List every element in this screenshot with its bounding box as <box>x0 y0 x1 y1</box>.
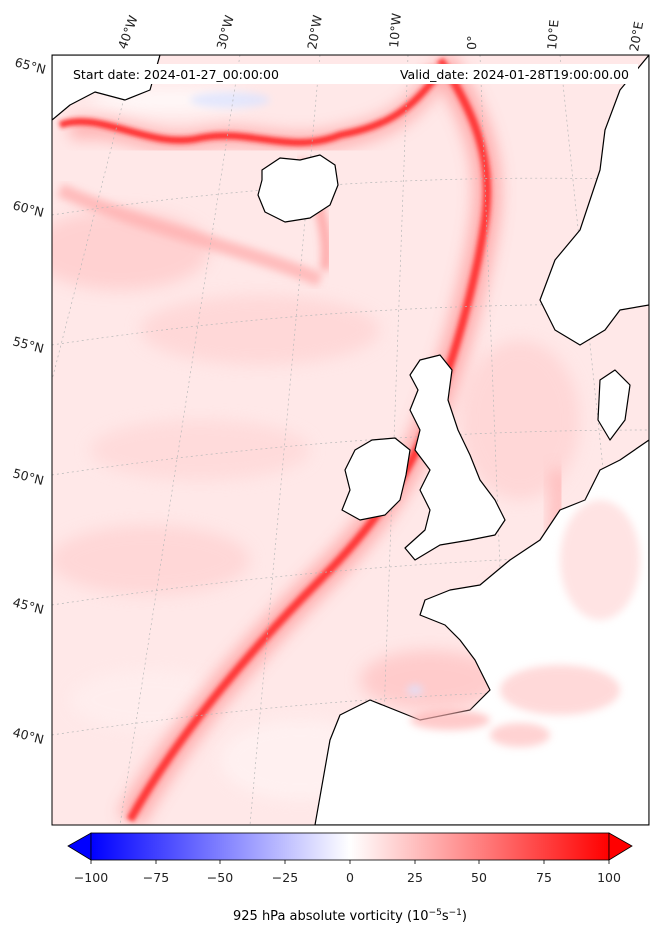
lon-label: 30°W <box>213 14 236 51</box>
colorbar-tick-label: 25 <box>407 870 423 885</box>
colorbar-extend-min <box>67 832 92 861</box>
lon-label: 20°W <box>304 14 325 51</box>
lon-label: 10°W <box>386 13 404 49</box>
scandinavia <box>539 55 649 346</box>
lon-label: 0° <box>464 35 479 50</box>
lon-label: 40°W <box>115 13 141 51</box>
colorbar-tick-label: −100 <box>74 870 108 885</box>
lat-label: 45°N <box>11 594 45 617</box>
colorbar-tick-label: −25 <box>272 870 298 885</box>
colorbar-tick-label: 50 <box>471 870 487 885</box>
start-date: Start date: 2024-01-27_00:00:00 <box>73 67 279 82</box>
colorbar-tick-label: −50 <box>207 870 233 885</box>
lon-label: 10°E <box>544 19 562 50</box>
lat-label: 60°N <box>11 197 45 220</box>
denmark <box>597 369 631 441</box>
map-frame <box>51 54 650 826</box>
colorbar-tick-label: −75 <box>143 870 169 885</box>
map-panel <box>52 55 649 825</box>
colorbar: −100 −75 −50 −25 0 25 50 75 100 925 hPa … <box>67 832 633 924</box>
lon-labels: 40°W 30°W 20°W 10°W 0° 10°E 20°E <box>115 13 646 53</box>
colorbar-ticks <box>90 860 610 864</box>
great-britain <box>404 354 506 561</box>
colorbar-tick-label: 0 <box>346 870 354 885</box>
colorbar-extend-max <box>608 832 633 861</box>
iberia-texture <box>410 500 640 747</box>
lat-label: 40°N <box>11 724 45 747</box>
lat-label: 65°N <box>13 54 47 77</box>
lon-label: 20°E <box>626 20 646 52</box>
iceland <box>257 154 339 223</box>
lat-label: 55°N <box>11 333 45 356</box>
title-strip <box>62 64 638 84</box>
colorbar-body <box>90 832 610 861</box>
lat-labels: 65°N 60°N 55°N 50°N 45°N 40°N <box>11 54 47 747</box>
ireland <box>341 437 411 521</box>
colorbar-label: 925 hPa absolute vorticity (10−5s−1) <box>233 908 467 924</box>
colorbar-tick-label: 75 <box>536 870 552 885</box>
valid-date: Valid_date: 2024-01-28T19:00:00.00 <box>400 67 629 82</box>
lat-label: 50°N <box>11 465 45 488</box>
colorbar-tick-label: 100 <box>597 870 621 885</box>
